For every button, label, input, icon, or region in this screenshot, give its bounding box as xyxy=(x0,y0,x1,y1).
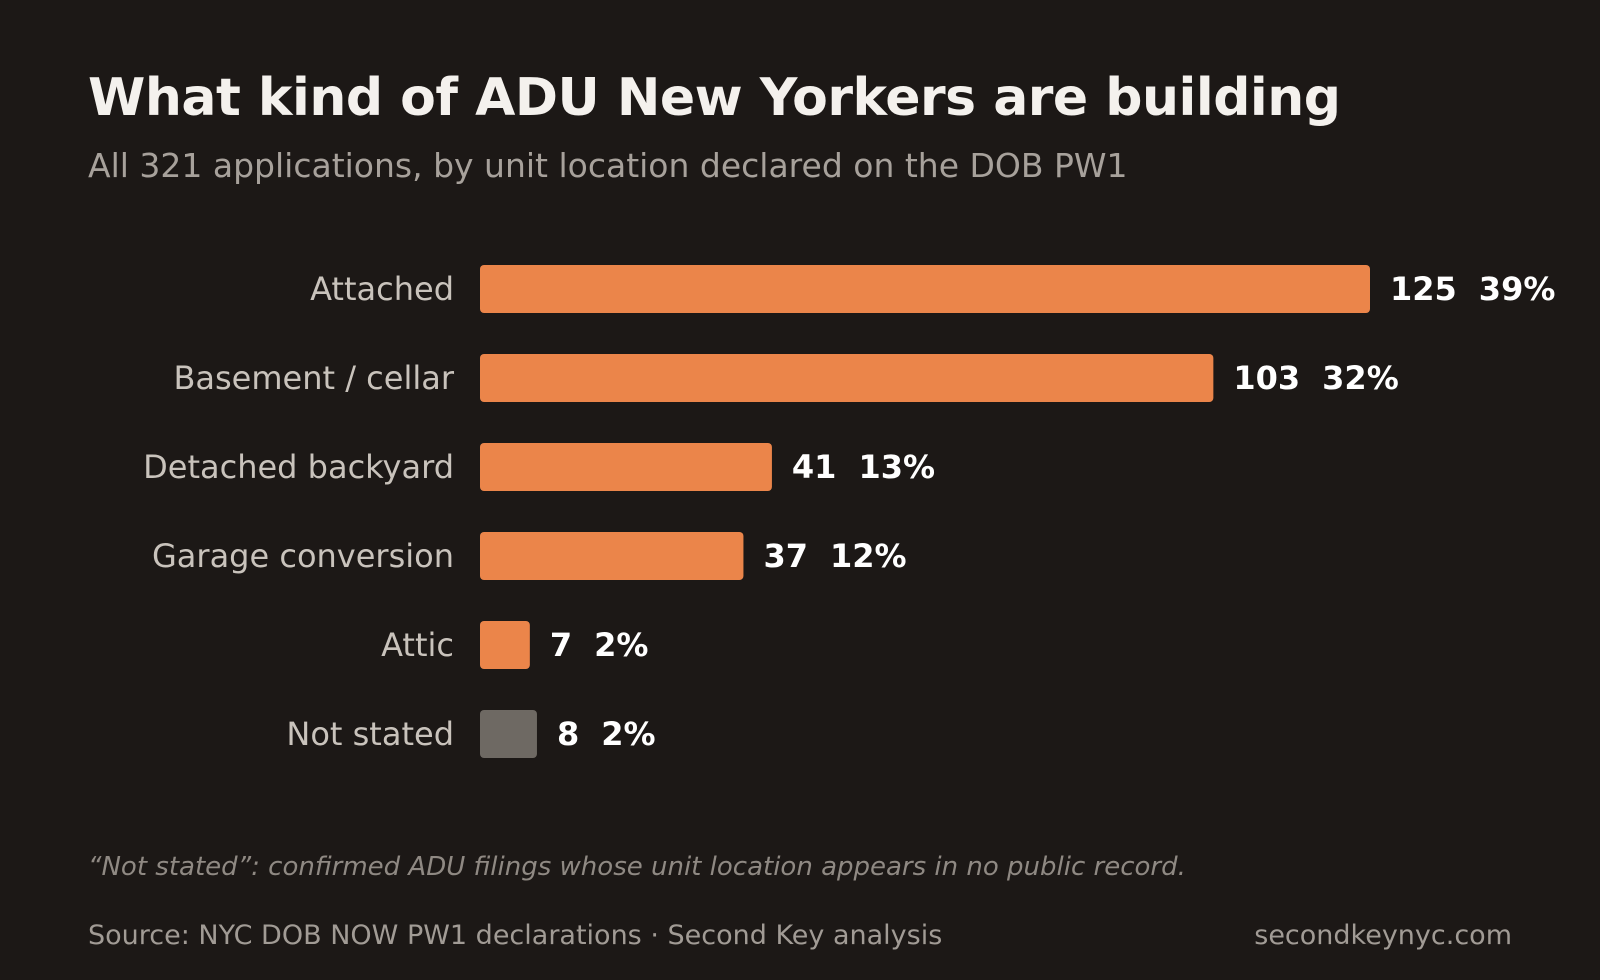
footnote: “Not stated”: confirmed ADU filings whos… xyxy=(88,852,1186,882)
bar xyxy=(480,354,1214,402)
chart-subtitle: All 321 applications, by unit location d… xyxy=(88,146,1128,185)
percent-label: 13% xyxy=(858,448,935,486)
bar xyxy=(480,710,537,758)
percent-label: 39% xyxy=(1479,270,1556,308)
category-label: Attic xyxy=(381,626,454,664)
category-label: Attached xyxy=(310,270,454,308)
bar xyxy=(480,532,744,580)
percent-label: 2% xyxy=(601,715,655,753)
value-label: 125 xyxy=(1390,270,1457,308)
chart-title: What kind of ADU New Yorkers are buildin… xyxy=(88,68,1341,128)
value-label: 41 xyxy=(792,448,837,486)
percent-label: 12% xyxy=(830,537,907,575)
source-credit: Source: NYC DOB NOW PW1 declarations · S… xyxy=(88,920,943,951)
percent-label: 2% xyxy=(594,626,648,664)
category-label: Detached backyard xyxy=(143,448,454,486)
value-label: 103 xyxy=(1233,359,1300,397)
bar xyxy=(480,621,530,669)
bar xyxy=(480,443,772,491)
category-label: Basement / cellar xyxy=(173,359,454,397)
site-url: secondkeynyc.com xyxy=(1254,920,1512,951)
value-label: 7 xyxy=(550,626,572,664)
value-label: 8 xyxy=(557,715,579,753)
category-label: Garage conversion xyxy=(152,537,454,575)
percent-label: 32% xyxy=(1322,359,1399,397)
category-label: Not stated xyxy=(286,715,454,753)
bar xyxy=(480,265,1370,313)
value-label: 37 xyxy=(763,537,808,575)
